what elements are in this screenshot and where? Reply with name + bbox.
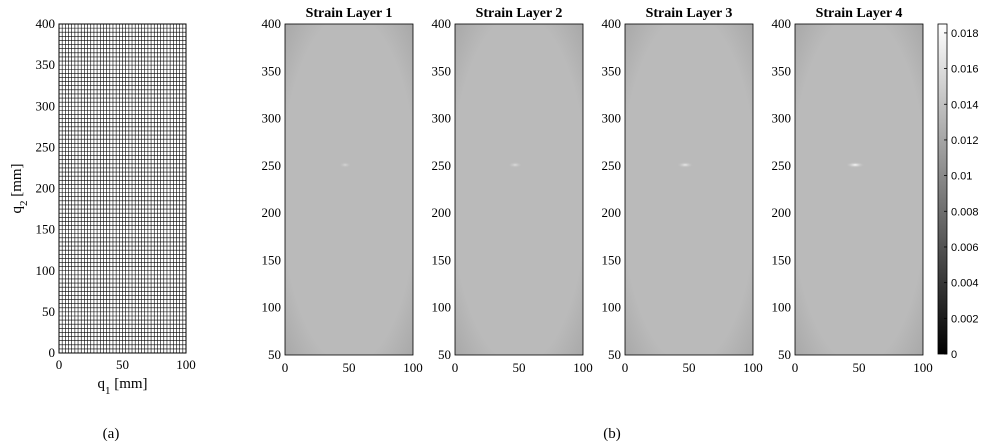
colorbar-tick-label: 0.002 [951, 313, 979, 325]
heatmap-layer-4: Strain Layer 40 50 10050100150200250300350… [772, 6, 933, 375]
heatmap-x-tick-label: 0 [792, 360, 799, 375]
heatmap-y-tick-label: 200 [262, 205, 282, 220]
heatmap-y-tick-label: 250 [432, 158, 452, 173]
heatmap-frame [624, 23, 754, 356]
heatmap-y-tick-label: 400 [602, 16, 622, 31]
heatmap-layer-3: Strain Layer 30 50 10050100150200250300350… [602, 6, 763, 375]
colorbar-tick-label: 0.014 [951, 99, 979, 111]
mesh-ticks: 0 50 100 0 50 100 150 200 250 300 350 400 [36, 16, 196, 372]
heatmap-y-tick-label: 200 [602, 205, 622, 220]
heatmap-y-tick-label: 250 [602, 158, 622, 173]
heatmap-x-tick-label: 100 [573, 360, 593, 375]
strain-hotspot [845, 161, 865, 168]
heatmap-frame [454, 23, 584, 356]
heatmap-y-tick-label: 400 [432, 16, 452, 31]
heatmap-title: Strain Layer 1 [306, 6, 393, 21]
heatmap-layer-1: Strain Layer 10 50 10050100150200250300350… [262, 6, 423, 375]
colorbar-tick-label: 0 [951, 349, 957, 361]
heatmap-y-tick-label: 150 [772, 252, 792, 267]
strain-heatmaps: Strain Layer 10 50 10050100150200250300350… [262, 6, 933, 375]
mesh-y-tick-label: 0 [49, 345, 56, 360]
heatmap-y-tick-label: 50 [268, 347, 281, 362]
mesh-y-tick-label: 150 [36, 222, 56, 237]
mesh-grid [58, 23, 187, 354]
heatmap-x-tick-label: 50 [853, 360, 866, 375]
heatmap-x-tick-label: 100 [403, 360, 423, 375]
colorbar-tick-label: 0.018 [951, 28, 979, 40]
heatmap-title: Strain Layer 2 [476, 6, 563, 21]
colorbar-tick-label: 0.008 [951, 206, 979, 218]
mesh-frame [58, 23, 187, 354]
colorbar-tick-label: 0.004 [951, 278, 979, 290]
colorbar-tick-label: 0.016 [951, 64, 979, 76]
mesh-y-tick-label: 350 [36, 57, 56, 72]
strain-edge-shading [285, 24, 413, 355]
mesh-panel: 0 50 100 0 50 100 150 200 250 300 350 400 q1 [mm] q… [9, 16, 196, 442]
heatmap-y-tick-label: 100 [602, 300, 622, 315]
heatmap-x-tick-label: 0 [622, 360, 629, 375]
heatmap-y-tick-label: 100 [262, 300, 282, 315]
heatmap-x-tick-label: 50 [683, 360, 696, 375]
heatmap-y-tick-label: 250 [772, 158, 792, 173]
heatmap-title: Strain Layer 4 [816, 6, 903, 21]
strain-edge-shading [455, 24, 583, 355]
strain-hotspot [507, 161, 523, 168]
heatmap-y-tick-label: 400 [772, 16, 792, 31]
heatmap-y-tick-label: 150 [432, 252, 452, 267]
mesh-y-tick-label: 400 [36, 16, 56, 31]
mesh-y-tick-label: 200 [36, 181, 56, 196]
heatmap-y-tick-label: 50 [778, 347, 791, 362]
heatmap-frame [794, 23, 924, 356]
strain-hotspot [676, 161, 694, 168]
strain-edge-shading [795, 24, 923, 355]
mesh-x-tick-label: 50 [116, 357, 129, 372]
heatmap-frame [284, 23, 414, 356]
mesh-y-tick-label: 50 [42, 304, 55, 319]
heatmap-x-tick-label: 0 [282, 360, 289, 375]
mesh-x-tick-label: 0 [56, 357, 63, 372]
panel-b-caption: (b) [603, 426, 621, 442]
heatmap-x-tick-label: 50 [343, 360, 356, 375]
mesh-x-tick-label: 100 [176, 357, 196, 372]
heatmap-y-tick-label: 350 [432, 63, 452, 78]
colorbar-tick-label: 0.006 [951, 242, 979, 254]
heatmap-y-tick-label: 50 [438, 347, 451, 362]
heatmap-layer-2: Strain Layer 20 50 10050100150200250300350… [432, 6, 593, 375]
heatmap-title: Strain Layer 3 [646, 6, 733, 21]
heatmap-y-tick-label: 250 [262, 158, 282, 173]
heatmap-y-tick-label: 350 [602, 63, 622, 78]
heatmap-y-tick-label: 200 [772, 205, 792, 220]
heatmap-y-tick-label: 300 [772, 111, 792, 126]
heatmap-x-tick-label: 50 [513, 360, 526, 375]
heatmap-y-tick-label: 150 [602, 252, 622, 267]
heatmap-x-tick-label: 100 [743, 360, 763, 375]
mesh-y-tick-label: 100 [36, 263, 56, 278]
heatmap-y-tick-label: 300 [432, 111, 452, 126]
strain-edge-shading [625, 24, 753, 355]
heatmap-y-tick-label: 50 [608, 347, 621, 362]
colorbar: 0 0.002 0.004 0.006 0.008 0.01 0.012 0.014 0.016… [937, 23, 979, 361]
heatmap-y-tick-label: 100 [772, 300, 792, 315]
heatmap-y-tick-label: 100 [432, 300, 452, 315]
mesh-y-axis-label: q2 [mm] [9, 163, 30, 213]
heatmap-x-tick-label: 0 [452, 360, 459, 375]
heatmap-y-tick-label: 350 [772, 63, 792, 78]
heatmap-y-tick-label: 300 [262, 111, 282, 126]
panel-a-caption: (a) [103, 426, 120, 442]
mesh-x-axis-label: q1 [mm] [97, 376, 147, 397]
colorbar-tick-label: 0.01 [951, 171, 972, 183]
heatmap-x-tick-label: 100 [913, 360, 933, 375]
heatmap-y-tick-label: 300 [602, 111, 622, 126]
strain-hotspot [339, 161, 352, 168]
colorbar-gradient [937, 23, 948, 355]
heatmap-y-tick-label: 200 [432, 205, 452, 220]
heatmap-y-tick-label: 150 [262, 252, 282, 267]
mesh-y-tick-label: 300 [36, 98, 56, 113]
heatmap-y-tick-label: 400 [262, 16, 282, 31]
colorbar-tick-label: 0.012 [951, 135, 979, 147]
mesh-y-tick-label: 250 [36, 139, 56, 154]
heatmap-y-tick-label: 350 [262, 63, 282, 78]
